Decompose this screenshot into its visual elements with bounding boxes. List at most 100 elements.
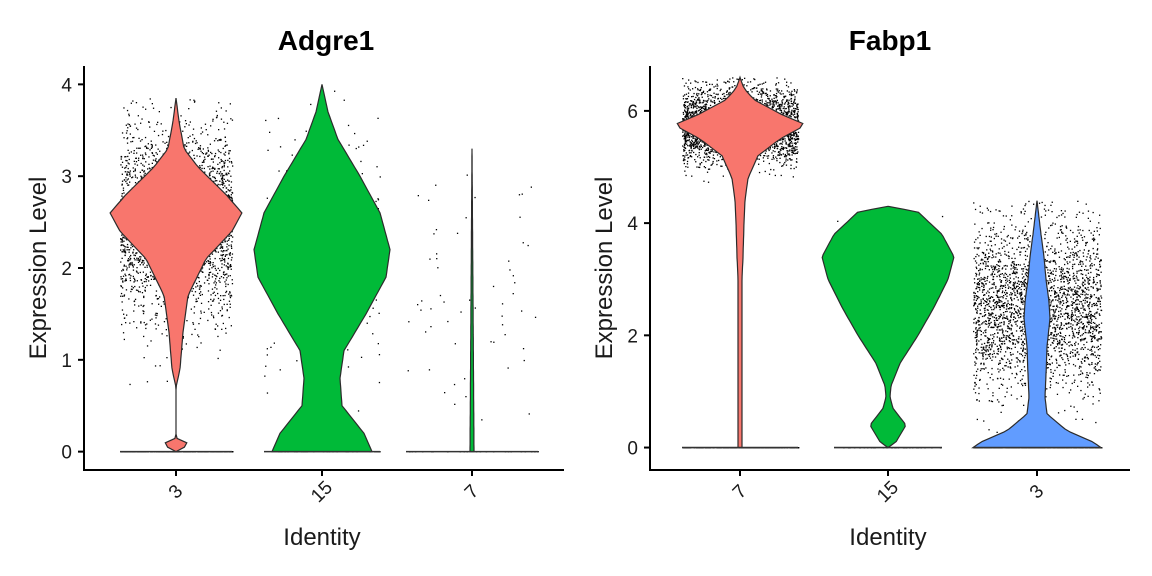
data-point <box>682 145 684 147</box>
data-point <box>789 138 791 140</box>
data-point <box>229 150 231 152</box>
data-point <box>146 147 148 149</box>
data-point <box>143 171 145 173</box>
data-point <box>355 147 357 150</box>
data-point <box>430 326 432 328</box>
data-point <box>688 136 691 139</box>
data-point <box>212 167 214 169</box>
data-point <box>437 267 439 269</box>
data-point <box>718 100 721 102</box>
data-point <box>126 109 129 112</box>
data-point <box>212 166 214 168</box>
data-point <box>166 141 168 143</box>
data-point <box>794 108 796 110</box>
data-point <box>686 115 688 117</box>
data-point <box>155 328 157 330</box>
data-point <box>221 165 223 168</box>
data-point <box>760 96 763 98</box>
data-point <box>142 310 144 312</box>
data-point <box>201 167 203 170</box>
data-point <box>139 140 142 142</box>
data-point <box>784 140 786 142</box>
data-point <box>685 112 687 114</box>
data-point <box>279 369 281 371</box>
data-point <box>691 145 693 147</box>
data-point <box>697 95 699 97</box>
data-point <box>687 112 689 115</box>
data-point <box>221 266 223 269</box>
data-point <box>149 126 151 128</box>
data-point <box>713 100 715 102</box>
data-point <box>230 265 232 267</box>
data-point <box>769 146 771 149</box>
data-point <box>224 241 226 243</box>
data-point <box>128 249 131 251</box>
data-point <box>133 254 135 256</box>
data-point <box>793 147 795 149</box>
data-point <box>165 318 167 320</box>
data-point <box>127 123 129 125</box>
data-point <box>792 146 794 148</box>
data-point <box>124 280 126 282</box>
data-point <box>196 300 198 302</box>
data-point <box>693 105 695 107</box>
data-point <box>683 85 686 87</box>
data-point <box>692 113 694 115</box>
data-point <box>120 276 122 278</box>
data-point <box>225 187 228 189</box>
data-point <box>707 95 709 98</box>
data-point <box>512 293 514 295</box>
data-point <box>205 129 207 131</box>
data-point <box>229 252 231 254</box>
data-point <box>716 83 718 85</box>
data-point <box>211 253 214 255</box>
data-point <box>211 158 213 160</box>
data-point <box>138 157 140 159</box>
data-point <box>156 123 158 126</box>
data-point <box>682 118 684 120</box>
data-point <box>789 142 791 144</box>
data-point <box>212 264 214 266</box>
data-point <box>230 244 232 246</box>
data-point <box>229 264 231 267</box>
data-point <box>217 335 219 338</box>
data-point <box>687 110 689 112</box>
data-point <box>196 142 198 144</box>
data-point <box>789 145 791 147</box>
data-point <box>221 259 223 261</box>
data-point <box>135 102 138 104</box>
data-point <box>144 286 146 289</box>
data-point <box>199 284 201 287</box>
data-point <box>685 137 687 139</box>
data-point <box>129 170 131 172</box>
data-point <box>219 269 221 272</box>
data-point <box>227 262 229 264</box>
data-point <box>155 152 157 154</box>
violin-7 <box>469 148 475 453</box>
y-axis-label: Expression Level <box>25 177 52 360</box>
data-point <box>228 238 230 240</box>
data-point <box>200 310 202 312</box>
data-point <box>686 163 689 165</box>
data-point <box>140 175 142 177</box>
data-point <box>149 271 152 273</box>
data-point <box>123 192 125 194</box>
data-point <box>698 109 701 111</box>
data-point <box>789 158 791 160</box>
data-point <box>222 251 224 253</box>
data-point <box>686 114 688 116</box>
data-point <box>228 196 230 198</box>
data-point <box>208 274 210 277</box>
data-point <box>132 252 134 254</box>
data-point <box>125 289 128 291</box>
data-point <box>219 139 221 141</box>
data-point <box>744 77 746 79</box>
data-point <box>481 419 483 421</box>
data-point <box>224 274 226 276</box>
data-point <box>208 274 210 276</box>
data-point <box>781 90 783 92</box>
data-point <box>772 103 774 105</box>
data-point <box>142 157 144 160</box>
data-point <box>148 121 150 123</box>
data-point <box>142 271 144 273</box>
